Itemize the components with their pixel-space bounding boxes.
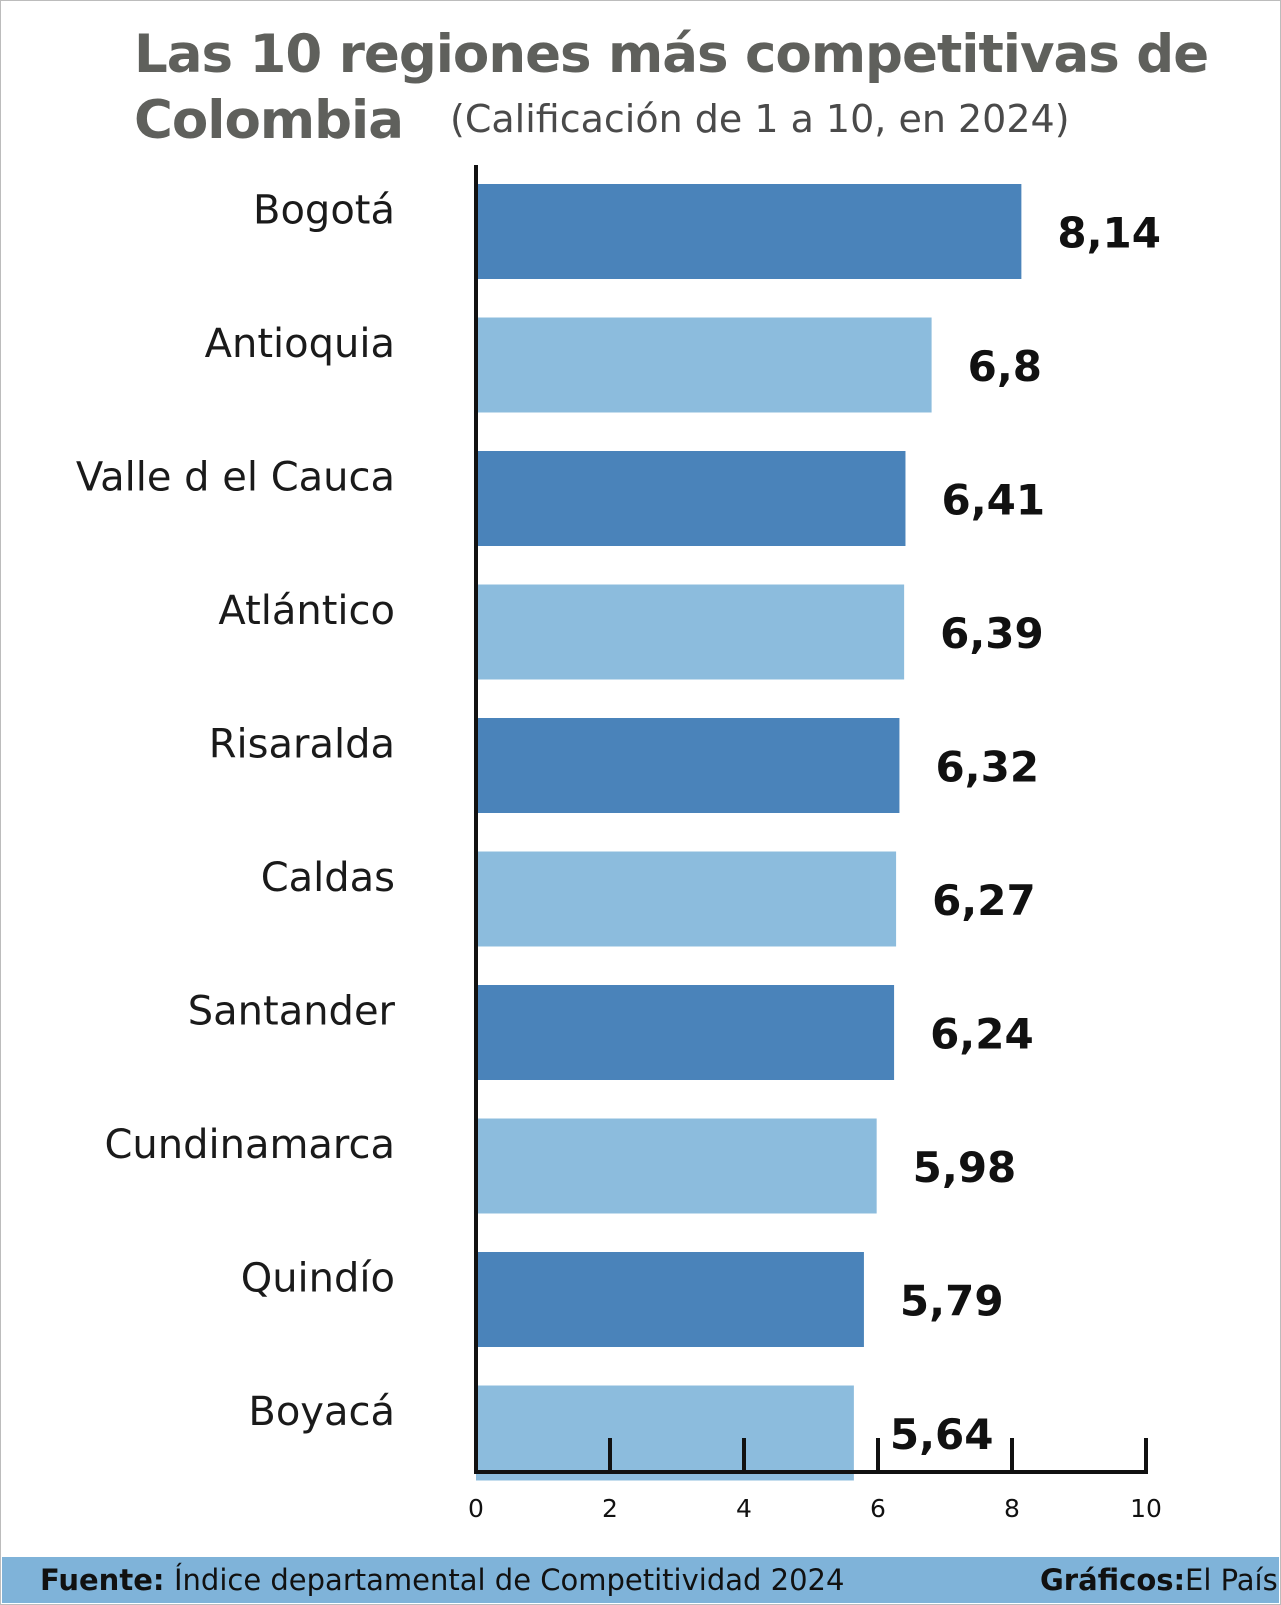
category-label-2: Antioquia: [205, 321, 395, 367]
category-label-8: Cundinamarca: [104, 1122, 395, 1168]
value-label-1: 8,14: [1057, 209, 1161, 258]
bar-2: [476, 317, 932, 413]
footer-bar: Fuente: Índice departamental de Competit…: [2, 1557, 1279, 1603]
source-label: Fuente:: [40, 1563, 165, 1597]
value-label-9: 5,79: [900, 1277, 1004, 1326]
bar-8: [476, 1118, 877, 1214]
bar-1: [476, 184, 1022, 279]
category-label-6: Caldas: [261, 855, 395, 901]
category-label-5: Risaralda: [209, 722, 395, 768]
bar-10: [476, 1385, 854, 1481]
value-label-8: 5,98: [913, 1143, 1017, 1192]
x-tick-label-6: 6: [870, 1494, 886, 1523]
category-label-4: Atlántico: [218, 588, 395, 634]
value-label-2: 6,8: [968, 342, 1042, 391]
value-label-5: 6,32: [935, 743, 1039, 792]
category-label-3: Valle d el Cauca: [76, 455, 395, 501]
source-text: Índice departamental de Competitividad 2…: [174, 1563, 845, 1597]
bar-9: [476, 1252, 864, 1347]
chart-title-line-2: Colombia: [134, 90, 404, 151]
chart-subtitle: (Calificación de 1 a 10, en 2024): [450, 97, 1070, 141]
bar-chart: Bogotá 8,14 Antioquia 6,8 Valle d el Cauca 6,…: [76, 165, 1162, 1523]
x-tick-label-0: 0: [468, 1494, 484, 1523]
x-tick-label-10: 10: [1130, 1494, 1162, 1523]
bar-7: [476, 985, 895, 1080]
value-label-10: 5,64: [890, 1410, 994, 1459]
credit-text: El País: [1185, 1563, 1278, 1597]
x-tick-label-4: 4: [736, 1494, 752, 1523]
category-label-10: Boyacá: [248, 1389, 395, 1435]
value-label-7: 6,24: [930, 1010, 1034, 1059]
x-tick-label-8: 8: [1004, 1494, 1020, 1523]
bar-4: [476, 584, 905, 680]
value-label-3: 6,41: [941, 476, 1045, 525]
bar-3: [476, 451, 906, 546]
chart-title-line-1: Las 10 regiones más competitivas de: [134, 24, 1209, 85]
x-tick-label-2: 2: [602, 1494, 618, 1523]
value-label-6: 6,27: [932, 876, 1036, 925]
bar-5: [476, 718, 900, 813]
category-label-1: Bogotá: [253, 188, 395, 234]
category-label-9: Quindío: [241, 1256, 395, 1302]
value-label-4: 6,39: [940, 609, 1044, 658]
credit-label: Gráficos:: [1040, 1563, 1186, 1597]
bar-6: [476, 851, 897, 947]
category-label-7: Santander: [188, 989, 396, 1035]
